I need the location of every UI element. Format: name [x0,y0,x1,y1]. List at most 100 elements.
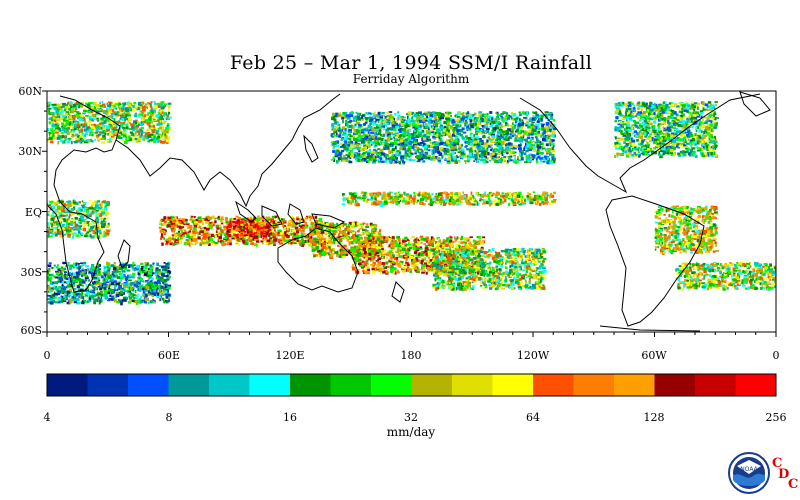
rain-pixel [750,286,755,289]
rain-pixel [403,197,406,201]
rain-pixel [363,263,368,267]
rain-pixel [683,227,685,231]
rain-pixel [721,266,725,270]
rain-pixel [418,253,421,256]
rain-pixel [377,255,380,257]
rain-pixel [435,193,438,196]
rain-pixel [435,251,439,254]
rain-pixel [454,277,458,281]
rain-pixel [327,239,332,241]
rain-pixel [412,246,416,250]
rain-pixel [381,197,384,200]
rain-pixel [698,206,701,208]
rain-pixel [410,254,415,257]
rain-pixel [461,285,464,288]
rain-pixel [464,252,468,256]
rain-pixel [703,240,705,244]
rain-pixel [769,271,772,275]
rain-pixel [411,267,414,270]
rain-pixel [366,268,371,271]
rain-pixel [233,217,237,220]
rain-pixel [497,201,500,204]
rain-pixel [169,220,172,223]
rain-pixel [658,213,661,216]
rain-pixel [414,269,417,272]
rain-pixel [371,230,375,234]
rain-pixel [253,231,257,234]
rain-pixel [675,208,679,210]
rain-pixel [522,250,526,254]
rain-pixel [532,287,537,289]
rain-pixel [463,261,467,263]
rain-pixel [706,246,709,249]
rain-pixel [465,137,469,140]
rain-pixel [451,273,454,277]
rain-pixel [438,269,440,273]
rain-pixel [499,194,503,198]
rain-pixel [699,249,703,251]
rain-pixel [723,276,726,279]
rain-pixel [355,248,358,252]
rain-pixel [190,243,194,246]
rain-pixel [536,287,540,290]
rain-pixel [365,246,369,250]
rain-pixel [479,259,484,263]
rain-pixel [373,267,377,271]
rain-pixel [711,274,715,278]
rain-pixel [732,267,736,271]
rain-pixel [478,194,481,197]
rain-pixel [676,272,681,276]
rain-pixel [204,231,209,236]
rain-pixel [391,261,394,265]
rain-pixel [249,223,252,226]
rain-pixel [481,277,484,281]
rain-pixel [330,250,333,253]
rain-pixel [478,239,482,243]
rain-pixel [494,251,497,253]
rain-pixel [333,248,336,251]
rain-pixel [666,219,669,222]
rain-pixel [427,267,430,272]
rain-pixel [296,230,299,234]
rain-pixel [445,196,449,199]
rain-pixel [343,223,347,226]
rain-pixel [773,273,776,276]
rain-pixel [724,283,727,286]
rain-pixel [673,215,676,219]
rain-pixel [514,252,517,254]
rain-pixel [282,223,285,227]
rain-pixel [489,194,492,198]
rain-pixel [534,281,537,284]
rain-pixel [347,231,350,235]
rain-pixel [301,240,305,243]
rain-pixel [695,217,698,221]
rain-pixel [350,201,353,205]
rain-pixel [434,275,439,278]
rain-pixel [477,251,480,254]
rain-pixel [771,286,774,288]
rain-pixel [328,240,332,244]
rain-pixel [317,233,320,236]
rain-pixel [532,275,537,280]
rain-pixel [513,193,517,196]
rain-pixel [468,242,471,245]
rain-pixel [747,267,750,270]
rain-pixel [178,232,182,235]
rain-pixel [541,200,544,204]
rain-pixel [672,236,676,238]
rain-pixel [350,246,353,249]
rain-pixel [360,243,362,246]
rain-pixel [497,254,502,258]
rain-pixel [433,252,436,256]
rain-pixel [540,256,544,259]
rain-pixel [378,251,382,255]
rain-pixel [483,279,486,282]
rain-pixel [158,226,162,229]
rain-pixel [357,249,361,251]
rain-pixel [422,264,426,268]
rain-pixel [535,198,540,201]
rain-pixel [474,200,478,203]
rain-pixel [738,261,743,266]
rain-pixel [666,249,670,251]
rain-pixel [481,269,485,273]
